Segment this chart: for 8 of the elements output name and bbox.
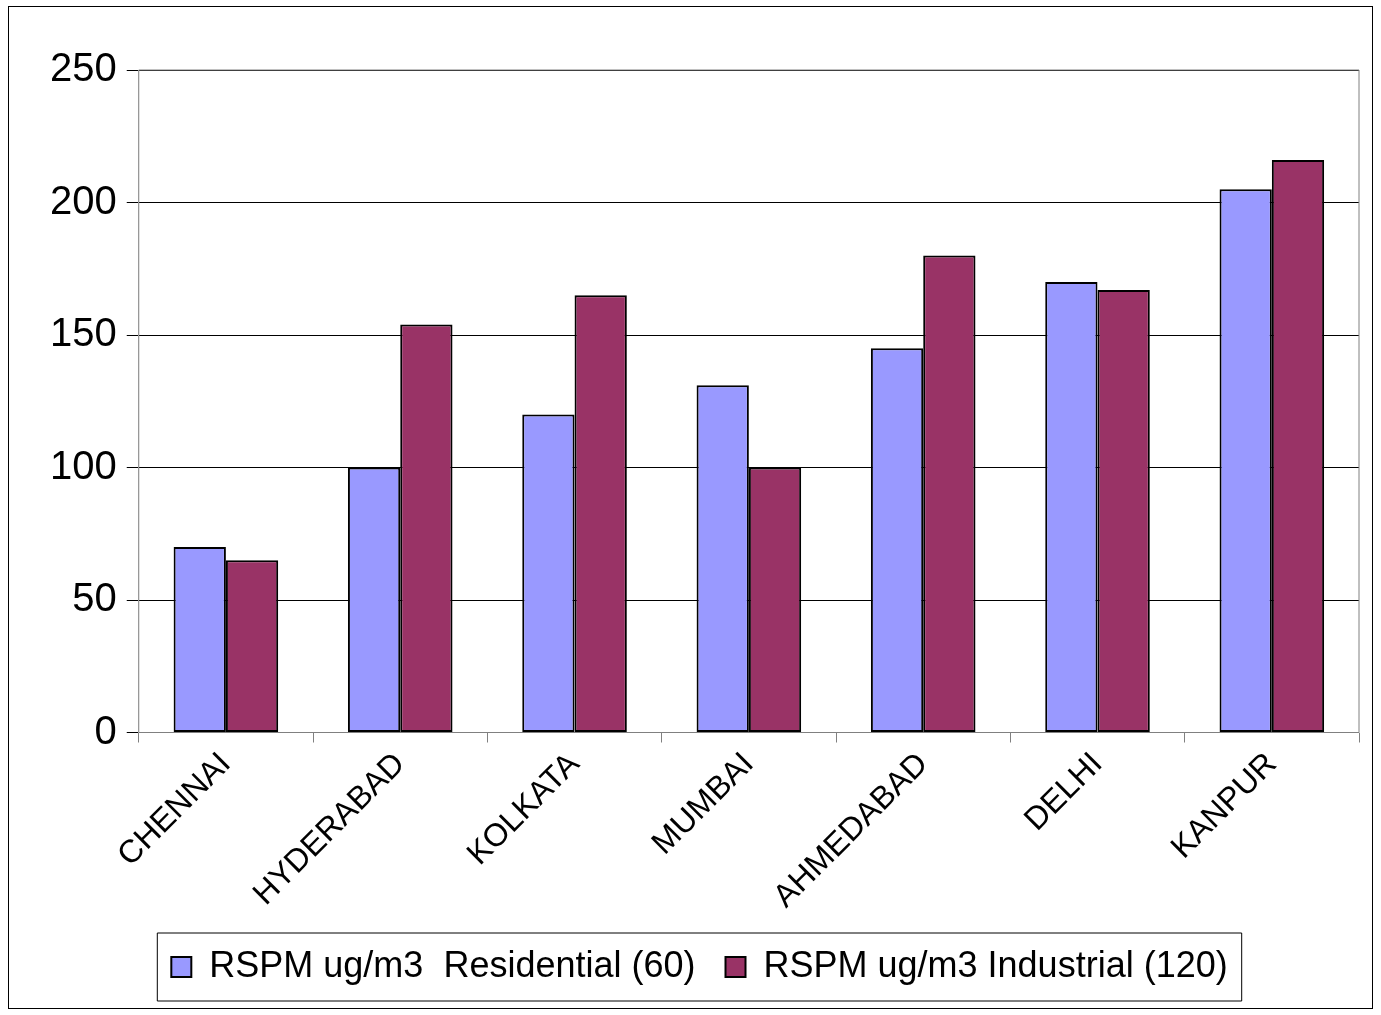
y-tick-label: 150: [49, 310, 117, 355]
y-tick-label: 0: [94, 707, 117, 752]
y-tick-label: 200: [49, 177, 117, 222]
y-tick-label: 250: [49, 45, 117, 90]
legend-label: RSPM ug/m3 Residential (60): [209, 943, 696, 985]
y-tick-label: 50: [72, 575, 117, 620]
legend-label: RSPM ug/m3 Industrial (120): [763, 943, 1228, 985]
y-tick-label: 100: [49, 442, 117, 487]
